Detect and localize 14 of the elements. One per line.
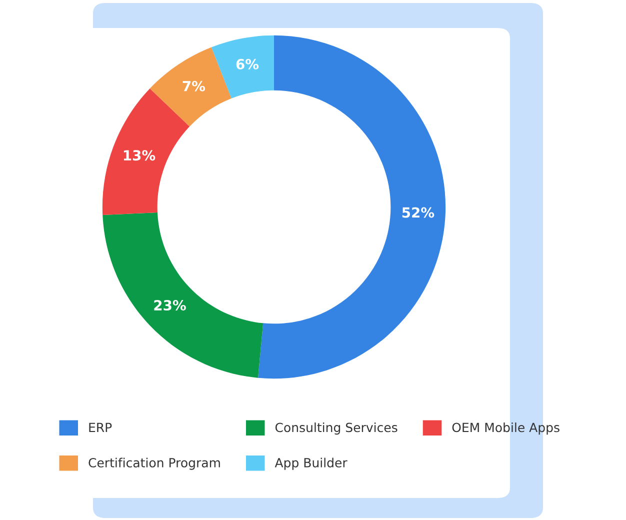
donut-slice (150, 47, 232, 126)
data-label: 13% (124, 150, 156, 161)
legend-label: Consulting Services (275, 422, 398, 435)
donut-slice (102, 212, 264, 378)
donut-slice (258, 35, 446, 379)
donut-slice (211, 35, 274, 98)
legend-label: OEM Mobile Apps (452, 422, 560, 435)
data-label: 23% (154, 300, 186, 311)
legend-label: Certification Program (88, 458, 220, 470)
legend-label: ERP (89, 422, 112, 432)
data-label: 52% (402, 207, 434, 218)
data-label: 7% (182, 80, 206, 92)
data-label: 6% (236, 58, 259, 70)
legend-label: App Builder (274, 458, 348, 470)
